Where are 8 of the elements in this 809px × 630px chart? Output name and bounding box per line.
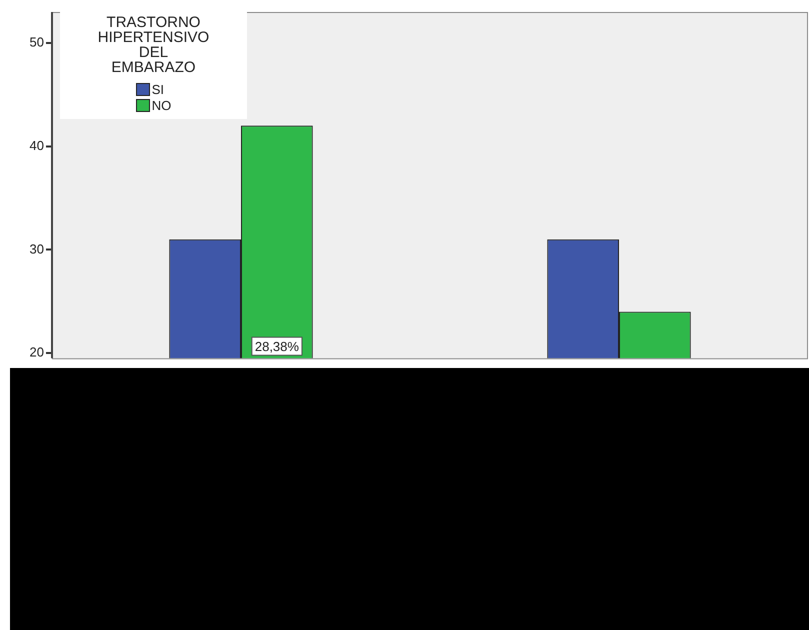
y-tick-label: 50 <box>30 34 44 50</box>
y-tick-label: 40 <box>30 138 44 153</box>
y-tick-label: 20 <box>30 344 44 360</box>
legend-label: SI <box>152 82 164 96</box>
annotation: 28,38% <box>254 338 300 354</box>
y-tick-label: 30 <box>30 241 44 256</box>
legend-title: TRASTORNO HIPERTENSIVO DEL EMBARAZO <box>98 14 210 76</box>
legend-label: NO <box>152 98 172 112</box>
